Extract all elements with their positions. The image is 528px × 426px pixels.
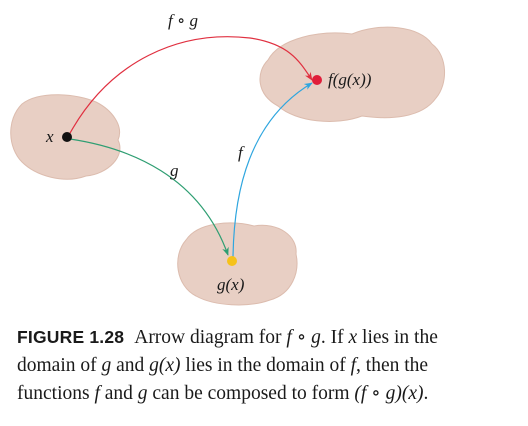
- arrow-diagram: f ∘ g x g f g(x) f(g(x)): [10, 11, 446, 306]
- caption-text: and: [111, 355, 150, 376]
- caption-line-2: domain of g and g(x) lies in the domain …: [17, 352, 523, 380]
- label-x: x: [45, 127, 54, 146]
- caption-text: Arrow diagram for: [134, 327, 287, 348]
- caption-text: and: [99, 383, 138, 404]
- caption-math: (f ∘ g)(x): [354, 383, 424, 404]
- caption-math: g: [137, 383, 148, 404]
- arrow-composition: [68, 36, 313, 136]
- caption-text: . If: [320, 327, 349, 348]
- caption-text: , then the: [356, 355, 429, 376]
- label-gx: g(x): [217, 275, 245, 294]
- caption-line-3: functions f and g can be composed to for…: [17, 380, 523, 408]
- point-gx: [227, 256, 237, 266]
- caption-text: lies in the domain of: [180, 355, 351, 376]
- label-g: g: [170, 161, 179, 180]
- figure-caption: FIGURE 1.28 Arrow diagram for f ∘ g. If x…: [17, 323, 523, 408]
- domain-blob-gx: [177, 222, 298, 306]
- caption-math: g(x): [149, 355, 181, 376]
- caption-text: ∘: [291, 327, 312, 348]
- caption-text: functions: [17, 383, 95, 404]
- caption-text: can be composed to form: [147, 383, 355, 404]
- arrow-g: [69, 138, 229, 256]
- label-fgx: f(g(x)): [328, 70, 372, 89]
- caption-math: x: [348, 327, 358, 348]
- caption-math: f: [94, 383, 100, 404]
- caption-text: lies in the: [357, 327, 438, 348]
- label-composition: f ∘ g: [168, 11, 198, 30]
- point-x: [62, 132, 72, 142]
- caption-math: f: [350, 355, 357, 376]
- caption-text: domain of: [17, 355, 102, 376]
- caption-math: g: [101, 355, 112, 376]
- arrow-f: [232, 82, 313, 258]
- codomain-blob-fgx: [259, 26, 446, 122]
- label-f: f: [238, 143, 245, 162]
- caption-text: .: [423, 383, 429, 404]
- point-fgx: [312, 75, 322, 85]
- caption-line-1: FIGURE 1.28 Arrow diagram for f ∘ g. If x…: [17, 323, 523, 352]
- caption-math: g: [311, 327, 321, 348]
- figure-label: FIGURE 1.28: [17, 327, 125, 347]
- caption-math: f: [286, 327, 292, 348]
